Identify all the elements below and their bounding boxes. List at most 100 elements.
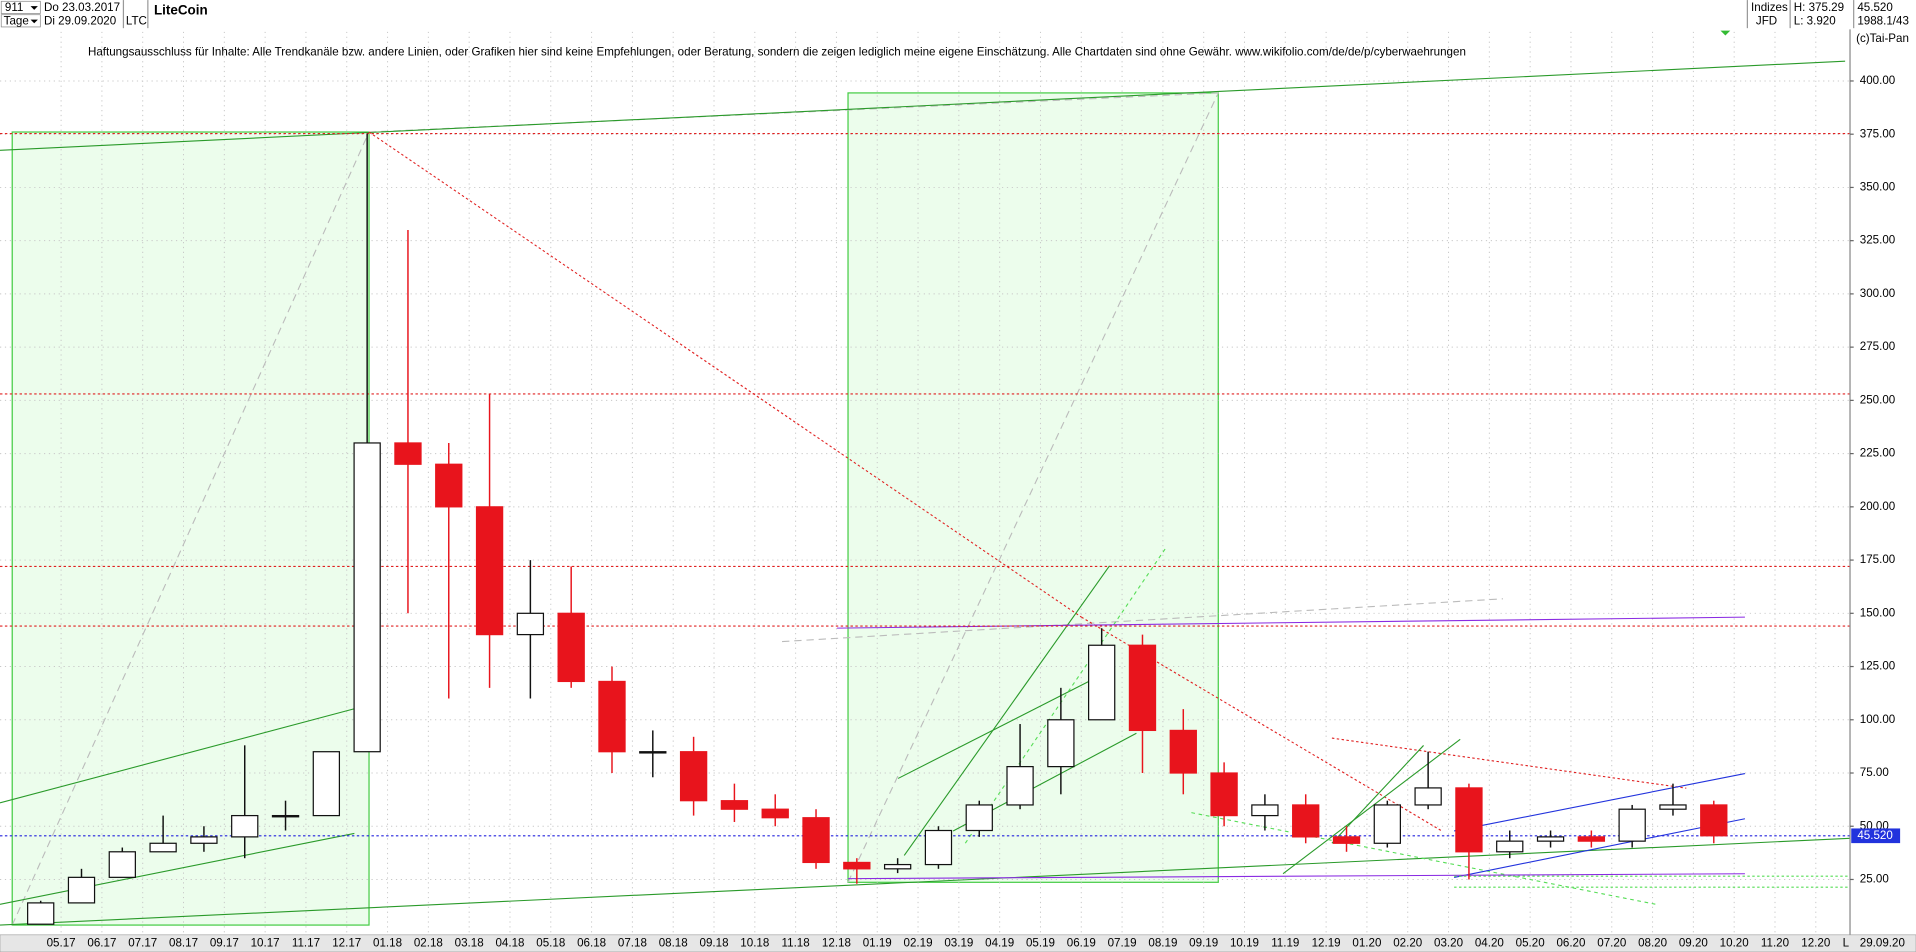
x-tick-label: 10.18 [740,936,769,949]
last-price-header: 45.520 [1857,1,1892,14]
x-tick-label: 11.18 [782,936,810,949]
bars: 911 [5,1,23,14]
x-tick-label: 04.20 [1475,936,1504,949]
y-tick-label: 350.00 [1860,180,1895,193]
candle-body [965,804,993,832]
x-tick-label: 07.17 [128,936,157,949]
candle-body [1169,729,1197,774]
candle-body [1251,804,1279,817]
scale-mode: L [1843,936,1850,949]
trend-line [0,60,1846,151]
trend-line [0,708,355,804]
high: H: 375.29 [1794,1,1844,14]
x-tick-label: 10.19 [1230,936,1259,949]
candle-body [1577,836,1606,842]
header [0,0,1916,30]
trend-line [782,598,1504,643]
x-tick-label: 05.17 [47,936,76,949]
to-date: Di 29.09.2020 [44,15,116,28]
candle-body [435,463,463,508]
candle-body [1047,719,1075,768]
candle-body [1088,644,1116,721]
y-tick-label: 325.00 [1860,234,1895,247]
symbol: LTC [126,15,147,28]
candle-body [720,800,749,810]
x-tick-label: 10.20 [1720,936,1749,949]
candle-body [1659,804,1687,810]
trend-line [1191,812,1656,905]
x-tick-label: 07.20 [1597,936,1626,949]
candle-body [1496,840,1524,853]
y-tick-label: 225.00 [1860,447,1895,460]
candle-body [1618,808,1646,842]
candle-body [1536,836,1565,842]
version: 1988.1/43 [1857,15,1909,28]
candle-body [843,861,871,870]
bars-select[interactable] [0,0,41,14]
candle-body [353,442,381,753]
candle-body [1292,804,1320,838]
copyright: (c)Tai-Pan [1856,32,1909,45]
candle-body [1414,787,1442,806]
x-tick-label: 07.18 [618,936,647,949]
period-select[interactable] [0,14,41,28]
axes: 25.0050.0075.00100.00125.00150.00175.002… [47,74,1901,949]
y-tick-label: 75.00 [1860,766,1889,779]
y-tick-label: 200.00 [1860,500,1895,513]
candle-body [394,442,422,465]
x-tick-label: 06.19 [1067,936,1096,949]
candle-body [1210,772,1238,817]
y-tick-label: 250.00 [1860,393,1895,406]
x-tick-label: 01.20 [1352,936,1381,949]
group: Indizes [1751,1,1788,14]
x-tick-label: 12.20 [1801,936,1830,949]
candle-body [312,751,341,817]
candles [27,133,1728,925]
candle-body [1006,766,1034,806]
candle-body [1332,836,1361,844]
y-tick-label: 375.00 [1860,127,1895,140]
candle-body [1373,804,1401,844]
candle-body [190,836,218,844]
trend-line [1453,818,1746,878]
candle-body [149,842,177,853]
x-tick-label: 03.20 [1434,936,1463,949]
x-tick-label: 01.18 [373,936,402,949]
trend-line [0,832,355,905]
candle-body [27,902,55,925]
candle-body [924,829,953,866]
trend-line [1454,773,1746,832]
candle-body [802,817,830,864]
x-tick-label: 03.18 [455,936,484,949]
from-date: Do 23.03.2017 [44,1,120,14]
candle-body [67,876,96,904]
x-tick-label: 11.17 [292,936,320,949]
x-tick-label: 12.17 [332,936,361,949]
trend-line [11,131,370,926]
trend-line [847,92,1219,883]
x-tick-label: 01.19 [863,936,892,949]
y-tick-label: 125.00 [1860,660,1895,673]
x-tick-label: 06.18 [577,936,606,949]
x-tick-label: 07.19 [1108,936,1137,949]
y-tick-label: 175.00 [1860,553,1895,566]
candle-body [557,612,585,683]
trend-line [897,669,1113,779]
candle-body [1128,644,1157,732]
x-tick-label: 02.20 [1393,936,1422,949]
x-tick-label: 10.17 [251,936,280,949]
x-tick-label: 05.20 [1516,936,1545,949]
x-tick-label: 02.18 [414,936,443,949]
dropdown-icon [30,6,38,10]
source: JFD [1756,15,1777,28]
x-tick-label: 08.18 [659,936,688,949]
low: L: 3.920 [1794,15,1836,28]
candle-body [883,863,912,870]
candle-body [1455,787,1483,853]
candle-body [639,751,667,754]
end-date: 29.09.20 [1860,936,1905,949]
disclaimer: Haftungsausschluss für Inhalte: Alle Tre… [88,46,1466,59]
x-tick-label: 09.18 [700,936,729,949]
x-tick-label: 02.19 [904,936,933,949]
